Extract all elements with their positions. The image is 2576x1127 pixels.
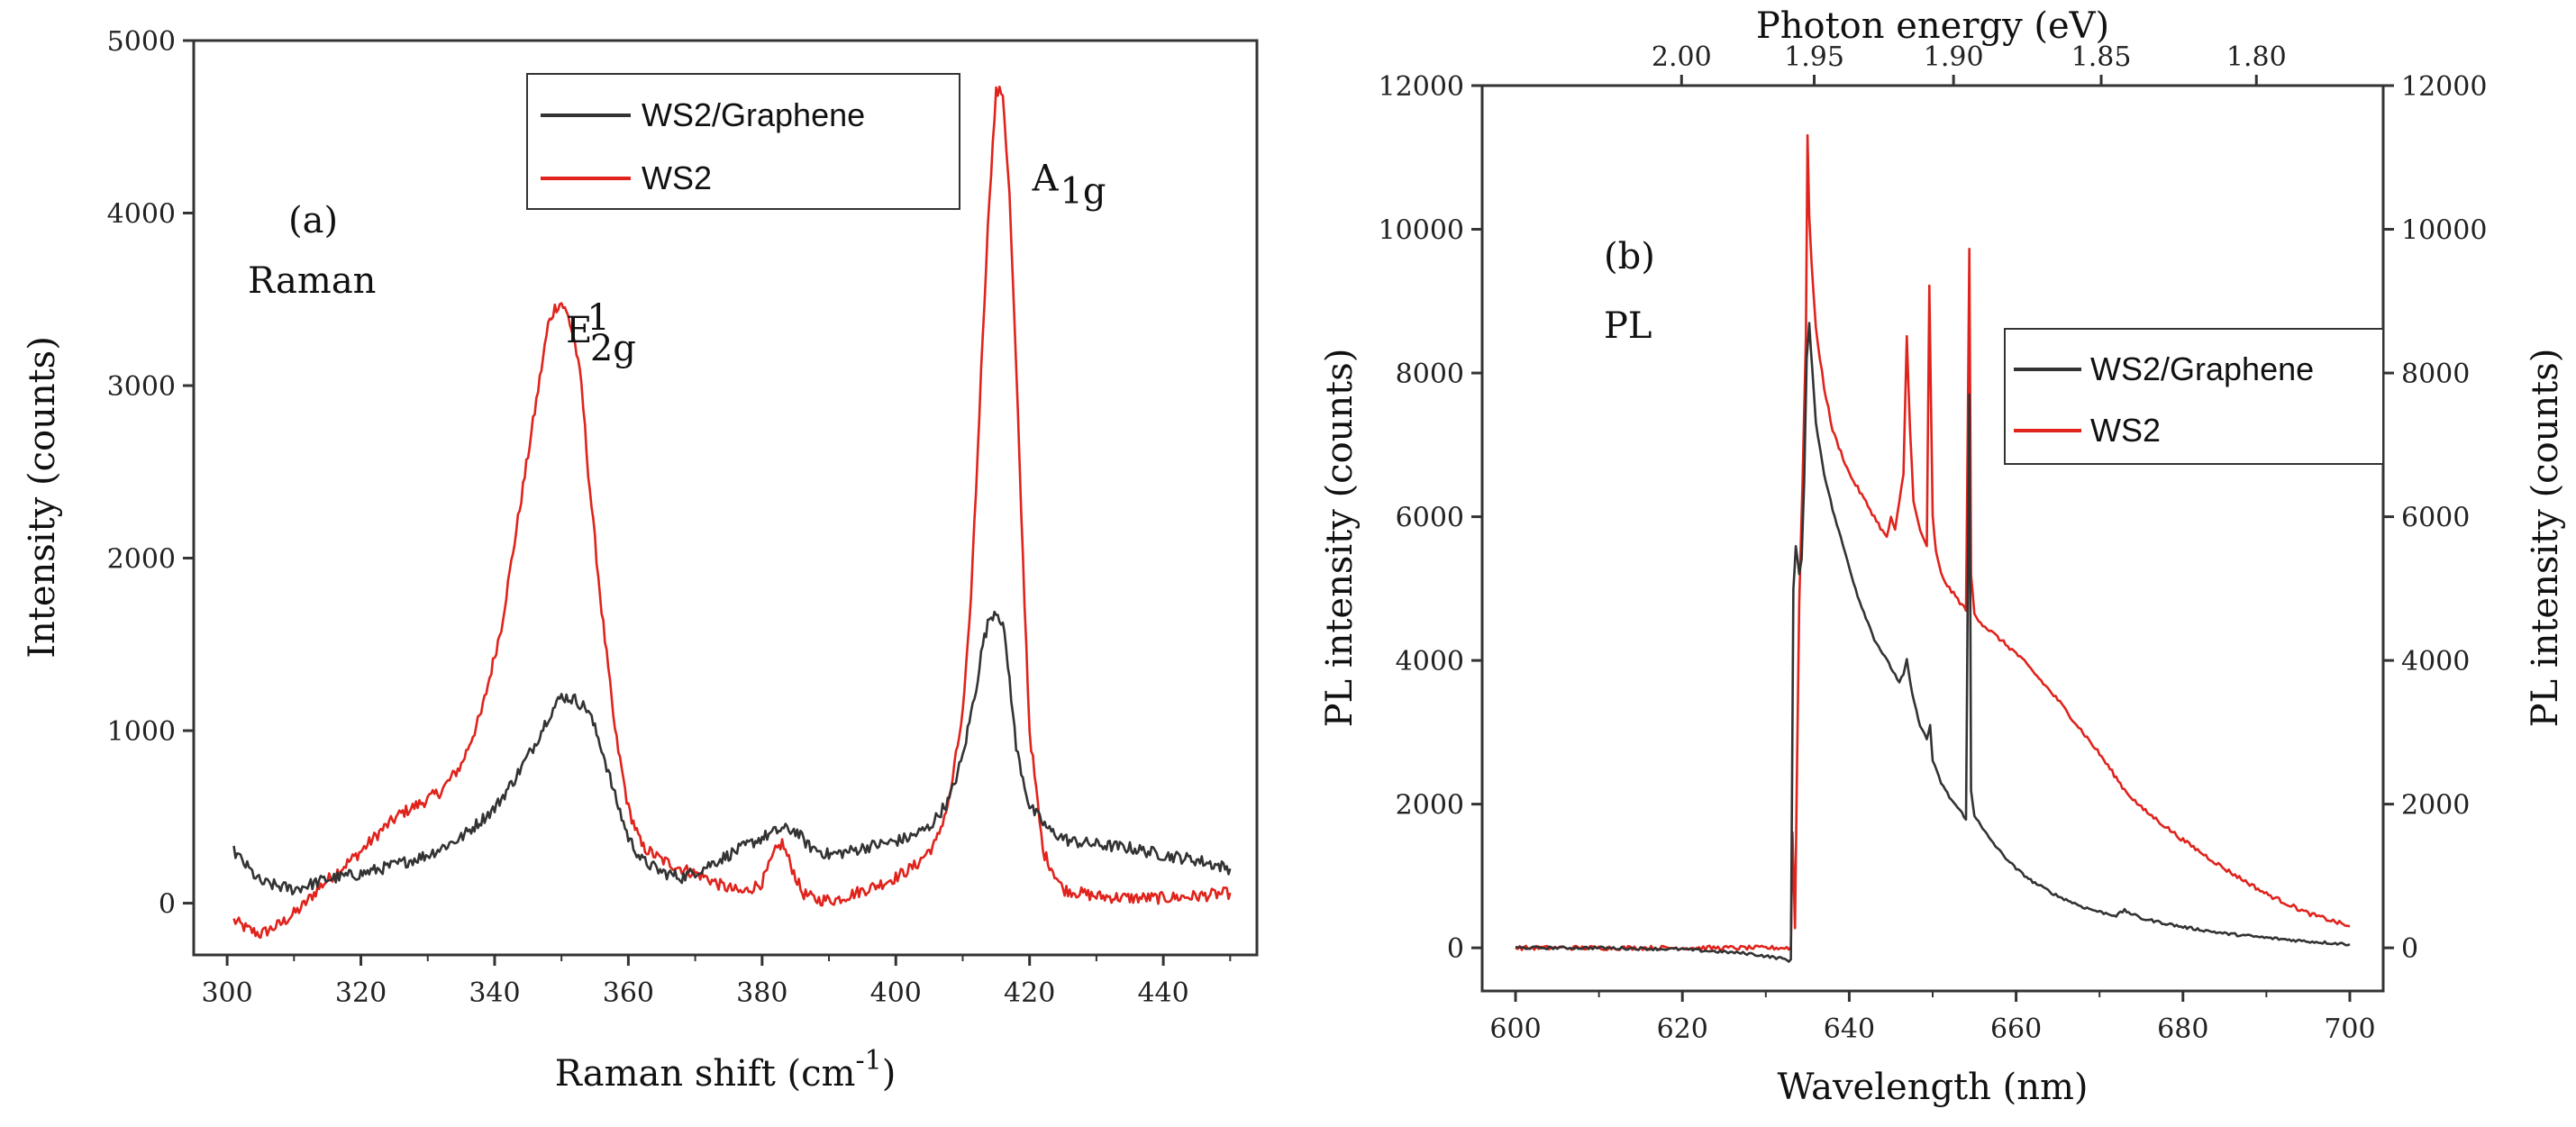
panel-b-y-tick-label: 0	[1447, 933, 1464, 965]
panel-a-x-tick-label: 360	[603, 977, 654, 1009]
panel-b-right-y-tick-label: 10000	[2401, 215, 2487, 247]
panel-b-y-tick-label: 4000	[1396, 646, 1464, 677]
panel-a-x-axis-label: Raman shift (cm-1)	[555, 1045, 897, 1095]
panel-a-y-tick-label: 3000	[107, 371, 176, 403]
panel-b-x-tick-label: 640	[1824, 1013, 1875, 1045]
panel-a-raman-chart: 300 320 340 360 380 400 420 440 0 1000 2000 3000 40…	[22, 26, 1259, 1095]
panel-b-x-tick-label: 620	[1657, 1013, 1708, 1045]
panel-a-y-tick-label: 0	[159, 889, 176, 921]
panel-a-y-ticks: 0 1000 2000 3000 4000 5000	[107, 26, 194, 921]
panel-b-top-x-tick-label: 1.85	[2071, 41, 2132, 73]
peak-label-a1g-main: A	[1032, 159, 1060, 200]
panel-b-series-line-ws2-graphene	[1515, 322, 2351, 963]
panel-b-x-tick-label: 680	[2157, 1013, 2208, 1045]
panel-b-series	[1515, 133, 2351, 963]
panel-a-series	[232, 86, 1232, 940]
panel-b-right-y-tick-label: 8000	[2401, 359, 2470, 390]
panel-b-top-x-tick-label: 2.00	[1652, 41, 1712, 73]
panel-b-y-axis-label-right: PL intensity (counts)	[2525, 349, 2566, 728]
panel-b-x-axis-label: Wavelength (nm)	[1777, 1067, 2088, 1108]
panel-b-right-y-tick-label: 6000	[2401, 503, 2470, 534]
panel-a-y-axis-label: Intensity (counts)	[22, 336, 63, 659]
peak-label-a1g-sub: 1g	[1060, 171, 1106, 213]
panel-b-y-ticks-right: 0 2000 4000 6000 8000 10000 12000	[2383, 71, 2487, 965]
peak-label-e2g-sup: 1	[587, 297, 609, 339]
panel-a-x-tick-label: 380	[736, 977, 787, 1009]
panel-a-x-tick-label: 420	[1004, 977, 1055, 1009]
panel-a-legend-label-ws2-graphene: WS2/Graphene	[642, 96, 865, 133]
panel-a-x-ticks: 300 320 340 360 380 400 420 440	[201, 955, 1232, 1009]
panel-b-right-y-tick-label: 12000	[2401, 71, 2487, 103]
panel-b-x-tick-label: 660	[1990, 1013, 2042, 1045]
panel-a-y-tick-label: 5000	[107, 26, 176, 58]
peak-label-e2g-main: E	[566, 310, 592, 351]
panel-b-legend-label-ws2-graphene: WS2/Graphene	[2090, 350, 2314, 387]
panel-b-right-y-tick-label: 0	[2401, 933, 2418, 965]
panel-b-x-tick-label: 600	[1489, 1013, 1541, 1045]
peak-label-e2g: E1 2g	[566, 297, 636, 369]
panel-b-y-tick-label: 12000	[1379, 71, 1464, 103]
panel-a-series-line-ws2	[232, 86, 1232, 940]
panel-b-top-x-tick-label: 1.95	[1784, 41, 1844, 73]
panel-b-legend-label-ws2: WS2	[2090, 412, 2161, 449]
panel-b-right-y-tick-label: 2000	[2401, 790, 2470, 822]
panel-a-series-line-ws2-graphene	[232, 610, 1232, 896]
panel-a-label: (a)	[288, 200, 338, 241]
panel-a-x-tick-label: 320	[335, 977, 387, 1009]
panel-b-top-x-axis-label: Photon energy (eV)	[1756, 5, 2109, 47]
panel-b-y-tick-label: 10000	[1379, 215, 1464, 247]
panel-a-y-tick-label: 1000	[107, 716, 176, 748]
panel-b-top-x-tick-label: 1.80	[2226, 41, 2287, 73]
panel-a-legend-box	[526, 73, 960, 210]
panel-b-plot-frame	[1480, 84, 2385, 993]
panel-b-annotation: PL	[1604, 305, 1652, 347]
panel-a-x-tick-label: 300	[201, 977, 252, 1009]
panel-b-y-tick-label: 6000	[1396, 503, 1464, 534]
panel-a-x-axis-label-end: )	[882, 1053, 897, 1095]
panel-b-top-x-tick-label: 1.90	[1924, 41, 1984, 73]
panel-b-label: (b)	[1604, 236, 1655, 277]
panel-a-y-tick-label: 2000	[107, 544, 176, 576]
panel-a-plot-frame	[192, 39, 1259, 957]
panel-a-x-tick-label: 440	[1137, 977, 1188, 1009]
peak-label-a1g: A1g	[1032, 159, 1106, 213]
panel-b-top-x-ticks: 2.00 1.95 1.90 1.85 1.80	[1652, 41, 2287, 86]
panel-b-y-axis-label-left: PL intensity (counts)	[1319, 349, 1361, 728]
panel-a-x-tick-label: 400	[870, 977, 922, 1009]
panel-a-x-axis-label-main: Raman shift (cm	[555, 1053, 856, 1095]
panel-a-legend-label-ws2: WS2	[642, 159, 712, 196]
panel-b-right-y-tick-label: 4000	[2401, 646, 2470, 677]
panel-b-legend: WS2/Graphene WS2	[2004, 328, 2384, 465]
panel-b-y-tick-label: 2000	[1396, 790, 1464, 822]
panel-b-x-ticks: 600 620 640 660 680 700	[1489, 991, 2376, 1045]
panel-b-x-tick-label: 700	[2324, 1013, 2375, 1045]
panel-a-legend: WS2/Graphene WS2	[526, 73, 960, 210]
panel-a-x-axis-label-sup: -1	[855, 1045, 881, 1077]
panel-b-y-tick-label: 8000	[1396, 359, 1464, 390]
panel-b-y-ticks-left: 0 2000 4000 6000 8000 10000 12000	[1379, 71, 1482, 965]
panel-a-annotation: Raman	[248, 260, 376, 302]
panel-b-legend-box	[2004, 328, 2384, 465]
panel-a-y-tick-label: 4000	[107, 199, 176, 231]
peak-label-e2g-sub: 2g	[590, 328, 636, 369]
panel-a-x-tick-label: 340	[469, 977, 520, 1009]
panel-b-pl-chart: 600 620 640 660 680 700 2.00 1.95 1.90 1.85 1.80 …	[1319, 5, 2566, 1108]
